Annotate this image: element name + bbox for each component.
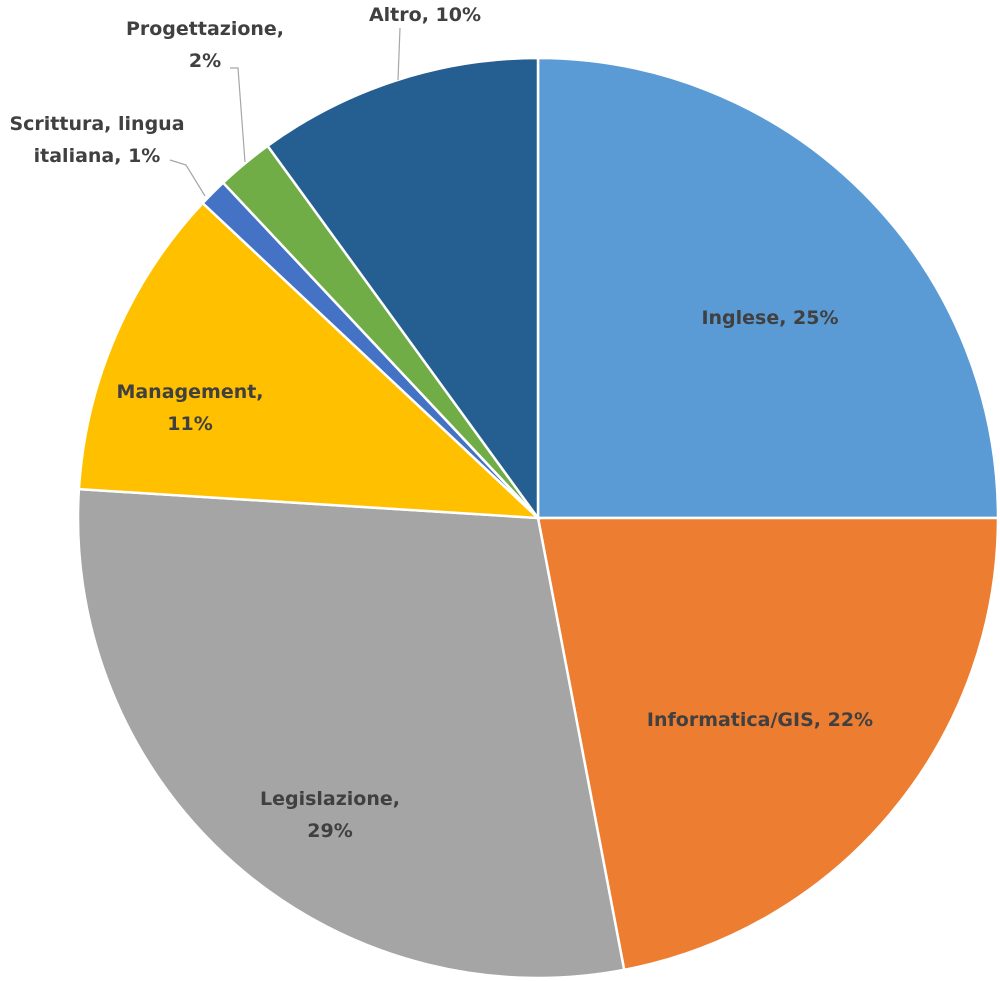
data-label: Management, 11% [116, 381, 263, 435]
data-label-line: Inglese, 25% [701, 307, 838, 329]
data-label: Legislazione, 29% [260, 788, 400, 842]
data-label: Informatica/GIS, 22% [647, 709, 873, 731]
data-label: Progettazione, 2% [126, 18, 284, 72]
data-label-line: Legislazione, [260, 788, 400, 810]
leader-line [230, 67, 246, 163]
pie-slice [265, 56, 540, 522]
data-label-line: 2% [189, 50, 221, 72]
data-label-line: 29% [307, 820, 352, 842]
pie-slice [77, 201, 542, 520]
data-label-line: Informatica/GIS, 22% [647, 709, 873, 731]
data-label-line: Altro, 10% [369, 4, 481, 26]
data-label: Inglese, 25% [701, 307, 838, 329]
data-label-line: italiana, 1% [34, 145, 161, 167]
pie-slice [536, 516, 1000, 972]
data-label-line: Progettazione, [126, 18, 284, 40]
pie-slice [536, 56, 1000, 520]
data-label: Altro, 10% [369, 4, 481, 26]
leader-line [169, 159, 206, 197]
data-label-line: Management, [116, 381, 263, 403]
data-label-line: Scrittura, lingua [9, 113, 184, 135]
data-label-line: 11% [167, 413, 212, 435]
leader-line [397, 27, 401, 81]
data-label: Scrittura, lingua italiana, 1% [9, 113, 184, 167]
pie-slice [76, 487, 626, 980]
